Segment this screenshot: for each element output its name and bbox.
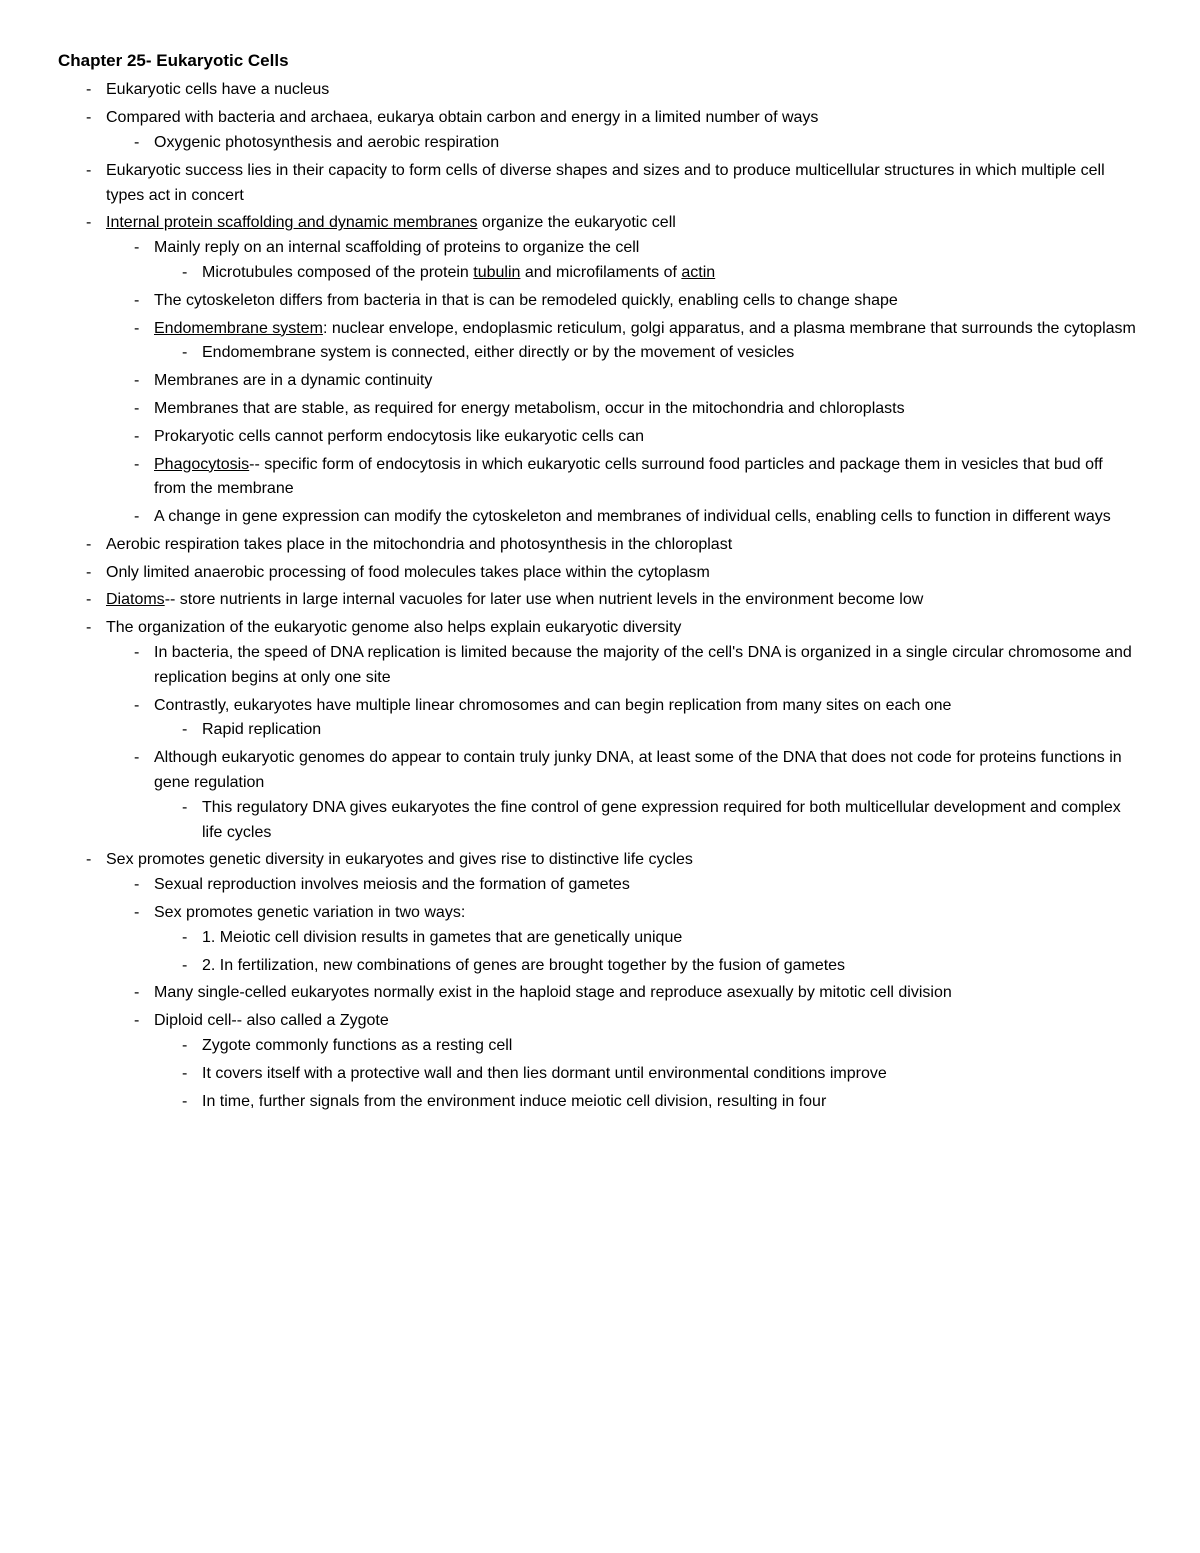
underlined-term: tubulin	[473, 264, 520, 281]
underlined-term: Phagocytosis	[154, 456, 249, 473]
list-item-text: organize the eukaryotic cell	[477, 214, 675, 231]
list-item: Sex promotes genetic variation in two wa…	[106, 901, 1138, 978]
list-item-text: Oxygenic photosynthesis and aerobic resp…	[154, 134, 499, 151]
list-item-text: Membranes are in a dynamic continuity	[154, 372, 432, 389]
list-item-text: Microtubules composed of the protein	[202, 264, 473, 281]
list-item: The organization of the eukaryotic genom…	[58, 616, 1138, 845]
list-item: Sex promotes genetic diversity in eukary…	[58, 848, 1138, 1114]
list-item-text: Contrastly, eukaryotes have multiple lin…	[154, 697, 951, 714]
list-item-text: Rapid replication	[202, 721, 321, 738]
list-item: Rapid replication	[154, 718, 1138, 743]
notes-sublist: In bacteria, the speed of DNA replicatio…	[106, 641, 1138, 845]
list-item-text: Endomembrane system is connected, either…	[202, 344, 794, 361]
list-item-text: This regulatory DNA gives eukaryotes the…	[202, 799, 1121, 841]
list-item: 1. Meiotic cell division results in game…	[154, 926, 1138, 951]
underlined-term: Endomembrane system	[154, 320, 323, 337]
list-item: Endomembrane system: nuclear envelope, e…	[106, 317, 1138, 367]
list-item-text: -- specific form of endocytosis in which…	[154, 456, 1103, 498]
notes-sublist: 1. Meiotic cell division results in game…	[154, 926, 1138, 979]
notes-sublist: Mainly reply on an internal scaffolding …	[106, 236, 1138, 530]
underlined-term: actin	[681, 264, 715, 281]
list-item: In time, further signals from the enviro…	[154, 1090, 1138, 1115]
list-item-text: Mainly reply on an internal scaffolding …	[154, 239, 639, 256]
list-item-text: Sex promotes genetic variation in two wa…	[154, 904, 465, 921]
list-item: 2. In fertilization, new combinations of…	[154, 954, 1138, 979]
list-item-text: Zygote commonly functions as a resting c…	[202, 1037, 512, 1054]
list-item: A change in gene expression can modify t…	[106, 505, 1138, 530]
list-item-text: Diploid cell-- also called a Zygote	[154, 1012, 389, 1029]
list-item-text: Membranes that are stable, as required f…	[154, 400, 905, 417]
list-item: Only limited anaerobic processing of foo…	[58, 561, 1138, 586]
list-item: Zygote commonly functions as a resting c…	[154, 1034, 1138, 1059]
list-item: This regulatory DNA gives eukaryotes the…	[154, 796, 1138, 846]
list-item: Prokaryotic cells cannot perform endocyt…	[106, 425, 1138, 450]
list-item-text: -- store nutrients in large internal vac…	[165, 591, 924, 608]
list-item-text: and microfilaments of	[520, 264, 681, 281]
list-item-text: Only limited anaerobic processing of foo…	[106, 564, 710, 581]
list-item: Contrastly, eukaryotes have multiple lin…	[106, 694, 1138, 744]
list-item: Membranes that are stable, as required f…	[106, 397, 1138, 422]
list-item: It covers itself with a protective wall …	[154, 1062, 1138, 1087]
list-item: Many single-celled eukaryotes normally e…	[106, 981, 1138, 1006]
list-item: Endomembrane system is connected, either…	[154, 341, 1138, 366]
list-item-text: 1. Meiotic cell division results in game…	[202, 929, 682, 946]
list-item: Microtubules composed of the protein tub…	[154, 261, 1138, 286]
list-item-text: It covers itself with a protective wall …	[202, 1065, 887, 1082]
notes-sublist: This regulatory DNA gives eukaryotes the…	[154, 796, 1138, 846]
list-item-text: In time, further signals from the enviro…	[202, 1093, 826, 1110]
list-item: Phagocytosis-- specific form of endocyto…	[106, 453, 1138, 503]
underlined-term: Internal protein scaffolding and dynamic…	[106, 214, 477, 231]
list-item-text: Many single-celled eukaryotes normally e…	[154, 984, 952, 1001]
list-item-text: Although eukaryotic genomes do appear to…	[154, 749, 1122, 791]
list-item: Diploid cell-- also called a Zygote Zygot…	[106, 1009, 1138, 1114]
underlined-term: Diatoms	[106, 591, 165, 608]
list-item-text: The cytoskeleton differs from bacteria i…	[154, 292, 898, 309]
notes-sublist: Microtubules composed of the protein tub…	[154, 261, 1138, 286]
list-item: Eukaryotic cells have a nucleus	[58, 78, 1138, 103]
list-item-text: Eukaryotic success lies in their capacit…	[106, 162, 1105, 204]
list-item-text: The organization of the eukaryotic genom…	[106, 619, 681, 636]
notes-list: Eukaryotic cells have a nucleus Compared …	[58, 78, 1138, 1114]
list-item-text: Sex promotes genetic diversity in eukary…	[106, 851, 693, 868]
list-item: Eukaryotic success lies in their capacit…	[58, 159, 1138, 209]
list-item: Although eukaryotic genomes do appear to…	[106, 746, 1138, 845]
list-item-text: 2. In fertilization, new combinations of…	[202, 957, 845, 974]
list-item: Diatoms-- store nutrients in large inter…	[58, 588, 1138, 613]
list-item-text: Aerobic respiration takes place in the m…	[106, 536, 732, 553]
list-item-text: Sexual reproduction involves meiosis and…	[154, 876, 630, 893]
list-item-text: Prokaryotic cells cannot perform endocyt…	[154, 428, 644, 445]
list-item-text: : nuclear envelope, endoplasmic reticulu…	[323, 320, 1136, 337]
notes-sublist: Sexual reproduction involves meiosis and…	[106, 873, 1138, 1114]
list-item: In bacteria, the speed of DNA replicatio…	[106, 641, 1138, 691]
list-item: Membranes are in a dynamic continuity	[106, 369, 1138, 394]
list-item: Oxygenic photosynthesis and aerobic resp…	[106, 131, 1138, 156]
notes-sublist: Oxygenic photosynthesis and aerobic resp…	[106, 131, 1138, 156]
list-item: Aerobic respiration takes place in the m…	[58, 533, 1138, 558]
list-item: The cytoskeleton differs from bacteria i…	[106, 289, 1138, 314]
list-item: Sexual reproduction involves meiosis and…	[106, 873, 1138, 898]
notes-sublist: Rapid replication	[154, 718, 1138, 743]
list-item: Compared with bacteria and archaea, euka…	[58, 106, 1138, 156]
list-item: Mainly reply on an internal scaffolding …	[106, 236, 1138, 286]
page-title: Chapter 25- Eukaryotic Cells	[58, 48, 1138, 74]
list-item: Internal protein scaffolding and dynamic…	[58, 211, 1138, 530]
list-item-text: Compared with bacteria and archaea, euka…	[106, 109, 818, 126]
notes-sublist: Zygote commonly functions as a resting c…	[154, 1034, 1138, 1114]
notes-sublist: Endomembrane system is connected, either…	[154, 341, 1138, 366]
list-item-text: Eukaryotic cells have a nucleus	[106, 81, 329, 98]
list-item-text: A change in gene expression can modify t…	[154, 508, 1111, 525]
list-item-text: In bacteria, the speed of DNA replicatio…	[154, 644, 1132, 686]
